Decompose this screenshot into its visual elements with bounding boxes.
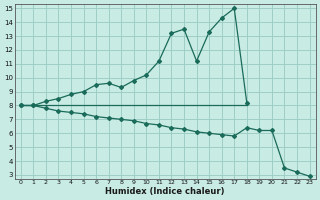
X-axis label: Humidex (Indice chaleur): Humidex (Indice chaleur) [106, 187, 225, 196]
